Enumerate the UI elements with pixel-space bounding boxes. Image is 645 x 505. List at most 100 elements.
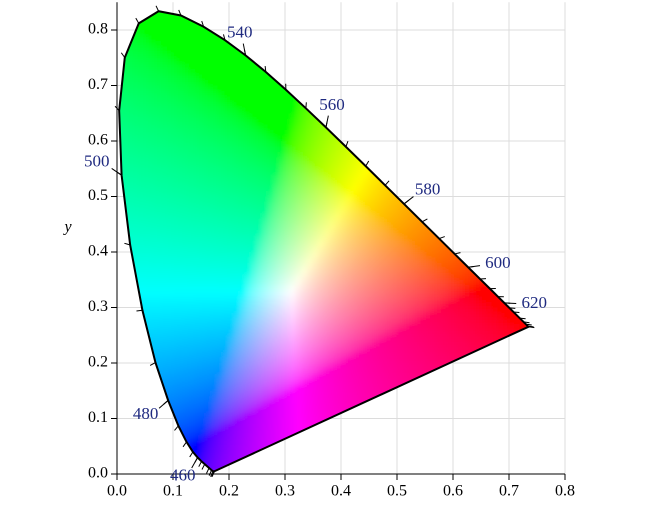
gamut-cell — [318, 311, 325, 319]
gamut-cell — [402, 250, 409, 258]
gamut-cell — [122, 128, 129, 136]
gamut-cell — [334, 306, 342, 313]
gamut-cell — [144, 434, 152, 441]
gamut-cell — [222, 306, 230, 313]
gamut-cell — [206, 206, 213, 214]
gamut-cell — [390, 195, 398, 202]
gamut-cell — [200, 67, 208, 75]
gamut-cell — [334, 162, 342, 169]
gamut-cell — [385, 445, 392, 452]
gamut-cell — [379, 406, 387, 413]
gamut-cell — [385, 156, 392, 164]
gamut-cell — [318, 250, 325, 258]
gamut-cell — [306, 262, 314, 269]
gamut-cell — [312, 389, 320, 397]
gamut-cell — [435, 162, 443, 169]
gamut-cell — [368, 367, 376, 375]
gamut-cell — [318, 40, 325, 47]
gamut-cell — [407, 128, 415, 136]
gamut-cell — [133, 28, 140, 36]
gamut-cell — [418, 317, 426, 325]
gamut-cell — [166, 206, 174, 214]
gamut-cell — [189, 112, 196, 119]
gamut-cell — [295, 156, 303, 164]
gamut-cell — [357, 456, 364, 463]
gamut-cell — [323, 273, 331, 280]
gamut-cell — [178, 267, 185, 275]
gamut-cell — [256, 245, 264, 252]
gamut-cell — [239, 350, 247, 358]
gamut-cell — [194, 84, 202, 91]
gamut-cell — [166, 106, 174, 114]
gamut-cell — [312, 406, 320, 413]
gamut-cell — [368, 262, 376, 269]
gamut-cell — [256, 373, 264, 380]
gamut-cell — [245, 106, 252, 114]
gamut-cell — [407, 151, 415, 158]
gamut-cell — [290, 239, 297, 247]
gamut-cell — [374, 384, 381, 391]
gamut-cell — [295, 389, 303, 397]
gamut-cell — [217, 345, 224, 352]
gamut-cell — [250, 239, 258, 247]
gamut-cell — [368, 78, 376, 86]
gamut-cell — [301, 467, 308, 472]
gamut-cell — [318, 395, 325, 402]
gamut-cell — [374, 145, 381, 153]
gamut-cell — [144, 195, 152, 202]
gamut-cell — [217, 461, 224, 469]
gamut-cell — [189, 11, 196, 14]
gamut-cell — [435, 145, 443, 153]
gamut-cell — [340, 356, 348, 363]
gamut-cell — [144, 56, 152, 64]
gamut-cell — [194, 417, 202, 424]
gamut-cell — [144, 206, 152, 214]
gamut-cell — [228, 384, 236, 391]
gamut-cell — [155, 95, 163, 103]
gamut-cell — [155, 51, 163, 58]
gamut-cell — [278, 367, 286, 375]
gamut-cell — [318, 267, 325, 275]
gamut-cell — [234, 78, 241, 86]
gamut-cell — [150, 461, 157, 469]
gamut-cell — [211, 334, 219, 341]
gamut-cell — [155, 389, 163, 397]
gamut-cell — [133, 350, 140, 358]
gamut-cell — [413, 89, 420, 97]
gamut-cell — [217, 256, 224, 264]
gamut-cell — [340, 178, 348, 186]
gamut-cell — [150, 28, 157, 36]
gamut-cell — [295, 184, 303, 191]
gamut-cell — [374, 12, 381, 19]
gamut-cell — [189, 228, 196, 236]
gamut-cell — [195, 1, 202, 8]
gamut-cell — [166, 395, 174, 402]
gamut-cell — [396, 200, 404, 208]
gamut-cell — [206, 345, 213, 352]
gamut-cell — [206, 461, 213, 469]
gamut-cell — [357, 73, 364, 80]
gamut-cell — [206, 273, 213, 280]
gamut-cell — [144, 273, 152, 280]
gamut-cell — [150, 450, 157, 458]
gamut-cell — [351, 311, 359, 319]
gamut-cell — [122, 184, 129, 191]
gamut-cell — [278, 145, 286, 153]
gamut-cell — [150, 117, 157, 125]
gamut-cell — [155, 239, 163, 247]
gamut-cell — [334, 228, 342, 236]
gamut-cell — [312, 145, 320, 153]
gamut-cell — [239, 217, 247, 225]
gamut-cell — [379, 278, 387, 286]
gamut-cell — [150, 195, 157, 202]
gamut-cell — [189, 217, 196, 225]
gamut-cell — [418, 278, 426, 286]
gamut-cell — [351, 117, 359, 125]
gamut-cell — [183, 151, 191, 158]
gamut-cell — [357, 134, 364, 141]
gamut-cell — [144, 89, 152, 97]
gamut-cell — [329, 273, 336, 280]
gamut-cell — [385, 228, 392, 236]
gamut-cell — [323, 339, 331, 347]
gamut-cell — [346, 311, 353, 319]
